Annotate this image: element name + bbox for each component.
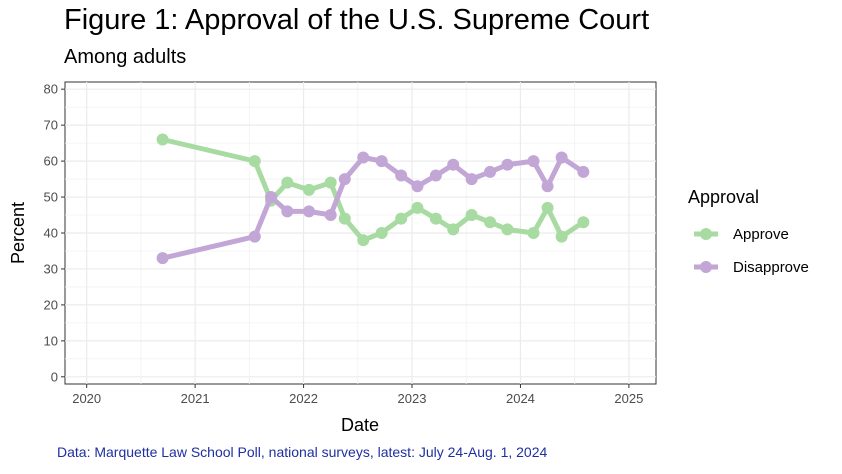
disapprove-point [248,230,261,243]
approve-point [324,176,337,189]
approve-point [541,201,554,214]
disapprove-point [555,151,568,164]
disapprove-point [156,252,169,265]
series-disapprove [156,151,590,265]
approve-point [484,216,497,229]
x-tick-label: 2022 [289,391,318,406]
disapprove-point [357,151,370,164]
y-tick-label: 20 [44,297,58,312]
disapprove-point [395,169,408,182]
approve-point [395,212,408,225]
approve-point [501,223,514,236]
disapprove-point [447,158,460,171]
x-axis-title: Date [341,415,379,435]
approve-point [281,176,294,189]
disapprove-point [324,209,337,222]
y-tick-label: 40 [44,226,58,241]
disapprove-point [281,205,294,218]
disapprove-point [411,180,424,193]
approve-point [429,212,442,225]
y-tick-label: 30 [44,261,58,276]
disapprove-point [302,205,315,218]
y-tick-label: 80 [44,82,58,97]
disapprove-point [484,165,497,178]
approve-point [577,216,590,229]
disapprove-point [501,158,514,171]
disapprove-point [577,165,590,178]
x-tick-label: 2024 [506,391,535,406]
disapprove-point [375,155,388,168]
approve-point [248,155,261,168]
series-layer [156,133,590,265]
legend-key-point-disapprove [700,261,712,273]
series-approve [156,133,590,247]
chart-title: Figure 1: Approval of the U.S. Supreme C… [64,4,650,36]
x-tick-label: 2023 [398,391,427,406]
approve-point [357,234,370,247]
legend-key-point-approve [700,228,712,240]
approve-point [411,201,424,214]
disapprove-point [527,155,540,168]
y-tick-label: 50 [44,190,58,205]
approve-point [156,133,169,146]
x-axis: 2020 2021 2022 2023 2024 2025 [72,384,643,406]
y-tick-label: 10 [44,333,58,348]
y-axis: 0 10 20 30 40 50 60 70 80 [44,82,65,384]
approve-point [555,230,568,243]
y-axis-title: Percent [8,202,28,264]
disapprove-point [338,173,351,186]
y-tick-label: 0 [51,369,58,384]
x-tick-label: 2021 [181,391,210,406]
approve-point [302,183,315,196]
approve-point [527,227,540,239]
approve-point [447,223,460,236]
y-tick-label: 70 [44,118,58,133]
legend-title: Approval [688,187,759,207]
approve-point [338,212,351,225]
x-tick-label: 2020 [72,391,101,406]
x-tick-label: 2025 [614,391,643,406]
data-source-caption: Data: Marquette Law School Poll, nationa… [57,444,548,460]
disapprove-point [465,173,478,186]
disapprove-point [429,169,442,182]
chart-subtitle: Among adults [64,46,187,68]
y-tick-label: 60 [44,154,58,169]
disapprove-point [541,180,554,193]
legend-label-approve: Approve [733,226,789,243]
legend: Approval Approve Disapprove [688,187,809,276]
legend-label-disapprove: Disapprove [733,259,809,276]
approve-point [375,227,388,239]
approve-point [465,209,478,222]
disapprove-point [265,191,278,204]
